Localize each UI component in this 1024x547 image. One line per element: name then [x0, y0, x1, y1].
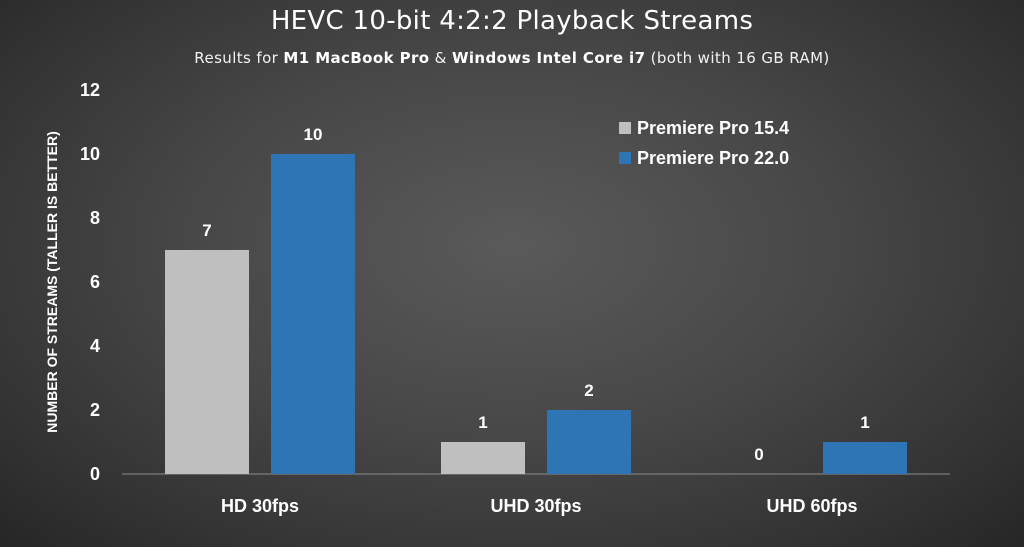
legend-swatch — [619, 122, 631, 134]
subtitle-part: M1 MacBook Pro — [283, 49, 430, 67]
data-label: 10 — [304, 125, 323, 144]
data-label: 0 — [754, 445, 763, 464]
y-tick-label: 12 — [80, 80, 100, 100]
bar-premiere-15-4 — [165, 250, 249, 474]
y-tick-label: 10 — [80, 144, 100, 164]
subtitle-part: Results for — [194, 49, 284, 67]
bar-premiere-22-0 — [547, 410, 631, 474]
y-tick-label: 0 — [90, 464, 100, 484]
y-tick-label: 4 — [90, 336, 100, 356]
legend-label: Premiere Pro 22.0 — [637, 148, 789, 168]
y-tick-label: 8 — [90, 208, 100, 228]
bar-premiere-22-0 — [823, 442, 907, 474]
chart-title: HEVC 10-bit 4:2:2 Playback Streams — [270, 6, 754, 36]
bar-premiere-15-4 — [441, 442, 525, 474]
legend-label: Premiere Pro 15.4 — [637, 118, 789, 138]
y-tick-label: 2 — [90, 400, 100, 420]
y-axis-label: NUMBER OF STREAMS (TALLER IS BETTER) — [44, 131, 60, 433]
legend-swatch — [619, 152, 631, 164]
category-label: UHD 30fps — [490, 496, 581, 516]
data-label: 7 — [202, 221, 211, 240]
y-tick-label: 6 — [90, 272, 100, 292]
bar-premiere-22-0 — [271, 154, 355, 474]
data-label: 1 — [478, 413, 487, 432]
subtitle-part: Windows Intel Core i7 — [451, 49, 646, 67]
data-label: 1 — [860, 413, 869, 432]
subtitle-part: & — [429, 49, 452, 67]
chart-subtitle: Results for M1 MacBook Pro & Windows Int… — [0, 49, 1024, 67]
category-label: HD 30fps — [221, 496, 299, 516]
subtitle-part: (both with 16 GB RAM) — [645, 49, 830, 67]
data-label: 2 — [584, 381, 593, 400]
category-label: UHD 60fps — [766, 496, 857, 516]
